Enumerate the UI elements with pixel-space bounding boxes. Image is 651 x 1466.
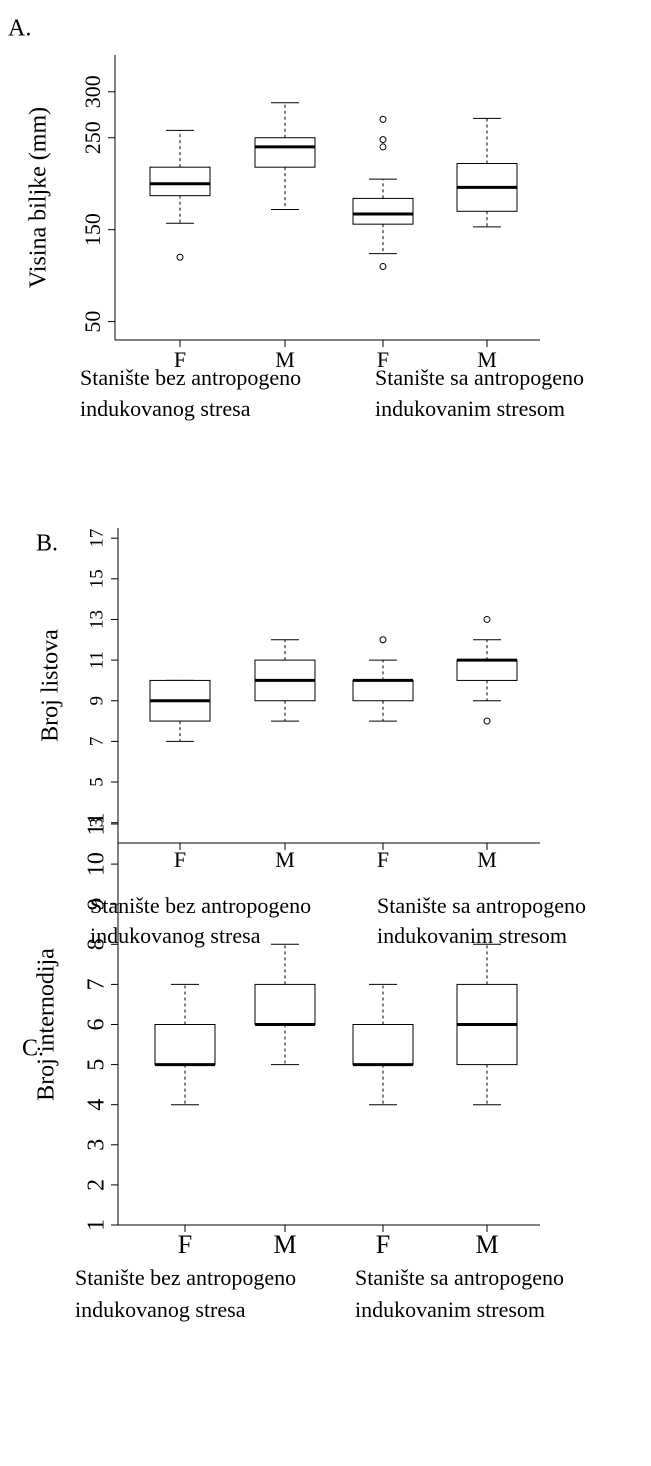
x-tick-label: F	[377, 847, 389, 872]
group-label: Stanište sa antropogeno	[375, 365, 584, 390]
group-label: Stanište bez antropogeno	[80, 365, 301, 390]
x-tick-label: M	[273, 1230, 296, 1259]
box	[149, 166, 211, 197]
panel-label: C.	[22, 1036, 44, 1062]
y-tick-label: 10	[84, 852, 110, 876]
panel-label: B.	[36, 531, 58, 557]
group-label: indukovanog stresa	[80, 396, 251, 421]
y-tick-label: 4	[84, 1099, 110, 1111]
y-tick-label: 17	[86, 529, 107, 548]
y-tick-label: 5	[84, 1059, 110, 1071]
x-tick-label: F	[376, 1230, 390, 1259]
box	[352, 197, 414, 225]
outlier	[483, 615, 491, 623]
y-tick-label: 8	[84, 938, 110, 950]
outlier	[379, 143, 387, 151]
y-tick-label: 9	[86, 696, 107, 706]
x-tick-label: M	[477, 347, 497, 372]
outlier	[379, 115, 387, 123]
y-tick-label: 11	[84, 812, 110, 835]
group-label: Stanište sa antropogeno	[377, 893, 586, 918]
outlier	[176, 253, 184, 261]
x-tick-label: F	[174, 347, 186, 372]
outlier	[379, 136, 387, 144]
y-axis-label: Broj listova	[38, 629, 64, 742]
box	[154, 1024, 216, 1066]
group-label: Stanište bez antropogeno	[75, 1265, 296, 1290]
y-tick-label: 9	[84, 898, 110, 910]
y-tick-label: 2	[84, 1179, 110, 1191]
group-label: indukovanog stresa	[75, 1297, 246, 1322]
box	[352, 679, 414, 702]
x-tick-label: M	[475, 1230, 498, 1259]
y-tick-label: 150	[80, 213, 105, 246]
y-tick-label: 1	[84, 1219, 110, 1231]
group-label: indukovanim stresom	[355, 1297, 545, 1322]
box	[254, 137, 316, 168]
box	[254, 983, 316, 1026]
y-tick-label: 13	[86, 610, 107, 629]
panel-label: A.	[8, 16, 31, 42]
box	[352, 1024, 414, 1066]
y-tick-label: 15	[86, 569, 107, 588]
x-tick-label: M	[477, 847, 497, 872]
y-tick-label: 300	[80, 75, 105, 108]
outlier	[379, 262, 387, 270]
x-tick-label: F	[178, 1230, 192, 1259]
y-tick-label: 7	[84, 978, 110, 990]
y-tick-label: 3	[86, 818, 107, 828]
y-tick-label: 11	[86, 651, 107, 669]
group-label: indukovanim stresom	[375, 396, 565, 421]
group-label: Stanište bez antropogeno	[90, 893, 311, 918]
x-tick-label: M	[275, 347, 295, 372]
y-tick-label: 250	[80, 121, 105, 154]
x-tick-label: F	[174, 847, 186, 872]
y-tick-label: 7	[86, 737, 107, 747]
outlier	[483, 717, 491, 725]
y-axis-label: Broj internodija	[34, 948, 60, 1101]
y-tick-label: 6	[84, 1019, 110, 1031]
y-tick-label: 3	[84, 1139, 110, 1151]
outlier	[379, 636, 387, 644]
box	[456, 659, 518, 681]
x-tick-label: M	[275, 847, 295, 872]
x-tick-label: F	[377, 347, 389, 372]
y-axis-label: Visina biljke (mm)	[26, 107, 52, 288]
y-tick-label: 5	[86, 777, 107, 787]
group-label: indukovanim stresom	[377, 923, 567, 948]
y-tick-label: 50	[80, 311, 105, 333]
group-label: Stanište sa antropogeno	[355, 1265, 564, 1290]
